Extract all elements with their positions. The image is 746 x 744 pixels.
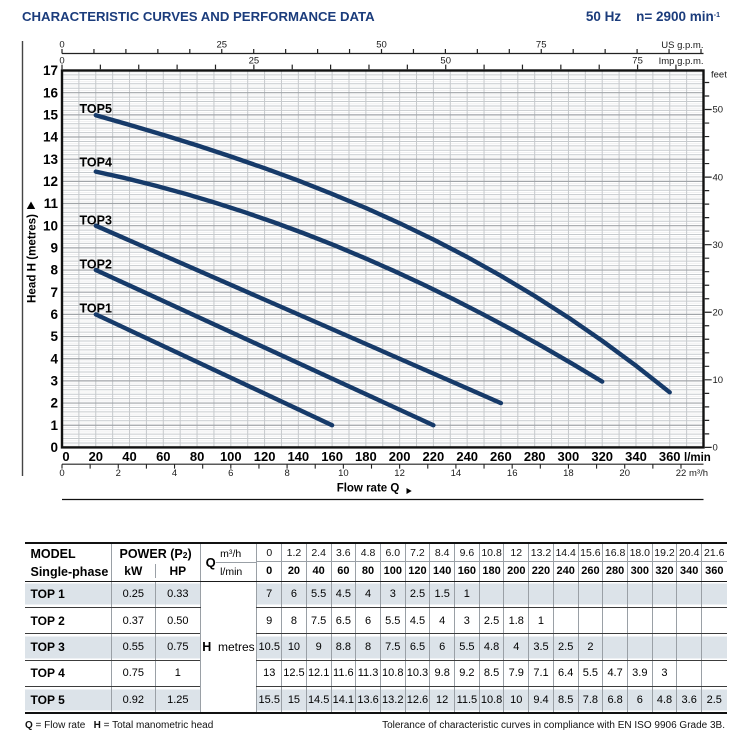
svg-text:20: 20	[619, 468, 630, 479]
svg-text:6: 6	[50, 307, 58, 322]
svg-text:180: 180	[355, 449, 377, 464]
svg-text:9: 9	[50, 241, 58, 256]
svg-text:300: 300	[558, 449, 580, 464]
svg-text:17: 17	[43, 63, 58, 78]
svg-text:0: 0	[59, 40, 64, 51]
svg-text:6: 6	[228, 468, 233, 479]
svg-text:13: 13	[43, 152, 59, 167]
svg-text:16: 16	[507, 468, 518, 479]
svg-text:4: 4	[50, 351, 58, 366]
svg-text:160: 160	[321, 449, 343, 464]
svg-text:l/min: l/min	[684, 452, 711, 464]
svg-text:50: 50	[440, 56, 451, 67]
svg-text:12: 12	[394, 468, 405, 479]
svg-text:18: 18	[563, 468, 574, 479]
svg-text:80: 80	[190, 449, 204, 464]
svg-text:16: 16	[43, 85, 59, 100]
svg-text:260: 260	[490, 449, 512, 464]
svg-text:TOP4: TOP4	[80, 156, 112, 170]
svg-text:m³/h: m³/h	[689, 468, 708, 479]
svg-text:8: 8	[284, 468, 289, 479]
svg-text:11: 11	[44, 196, 59, 211]
svg-text:140: 140	[287, 449, 309, 464]
svg-text:US g.p.m.: US g.p.m.	[661, 40, 703, 51]
svg-text:feet: feet	[711, 70, 727, 81]
svg-text:22: 22	[676, 468, 687, 479]
svg-text:220: 220	[423, 449, 445, 464]
svg-text:7: 7	[50, 285, 58, 300]
svg-text:40: 40	[122, 449, 136, 464]
svg-text:TOP3: TOP3	[80, 214, 112, 228]
svg-text:15: 15	[43, 107, 59, 122]
svg-text:12: 12	[43, 174, 58, 189]
svg-text:30: 30	[713, 240, 724, 251]
svg-text:14: 14	[451, 468, 462, 479]
svg-text:340: 340	[625, 449, 647, 464]
svg-text:25: 25	[249, 56, 260, 67]
svg-text:10: 10	[43, 218, 58, 233]
svg-text:0: 0	[59, 56, 64, 67]
svg-text:25: 25	[217, 40, 228, 51]
svg-text:120: 120	[254, 449, 276, 464]
svg-text:3: 3	[50, 374, 58, 389]
svg-text:50: 50	[713, 105, 724, 116]
svg-text:10: 10	[338, 468, 349, 479]
svg-text:5: 5	[50, 329, 58, 344]
svg-text:4: 4	[172, 468, 177, 479]
svg-text:240: 240	[456, 449, 478, 464]
svg-text:0: 0	[59, 468, 64, 479]
svg-text:2: 2	[50, 396, 58, 411]
svg-text:20: 20	[713, 307, 724, 318]
svg-text:TOP2: TOP2	[80, 258, 112, 272]
svg-text:40: 40	[713, 172, 724, 183]
svg-text:0: 0	[62, 449, 69, 464]
svg-text:Head H (metres): Head H (metres)	[26, 214, 39, 303]
svg-text:280: 280	[524, 449, 546, 464]
svg-text:10: 10	[713, 375, 724, 386]
svg-text:200: 200	[389, 449, 411, 464]
svg-text:100: 100	[220, 449, 242, 464]
svg-text:75: 75	[632, 56, 643, 67]
svg-text:14: 14	[43, 130, 59, 145]
svg-text:0: 0	[50, 440, 58, 455]
svg-text:360: 360	[659, 449, 681, 464]
svg-text:60: 60	[156, 449, 170, 464]
svg-text:1: 1	[50, 418, 58, 433]
svg-text:Flow rate Q: Flow rate Q	[337, 483, 400, 495]
svg-text:Imp g.p.m.: Imp g.p.m.	[659, 56, 704, 67]
svg-text:50: 50	[376, 40, 387, 51]
svg-text:320: 320	[591, 449, 613, 464]
svg-text:2: 2	[116, 468, 121, 479]
svg-text:TOP1: TOP1	[80, 302, 112, 316]
svg-text:75: 75	[536, 40, 547, 51]
svg-text:0: 0	[713, 443, 718, 454]
svg-text:8: 8	[50, 263, 58, 278]
svg-text:TOP5: TOP5	[80, 102, 112, 116]
svg-text:20: 20	[89, 449, 103, 464]
